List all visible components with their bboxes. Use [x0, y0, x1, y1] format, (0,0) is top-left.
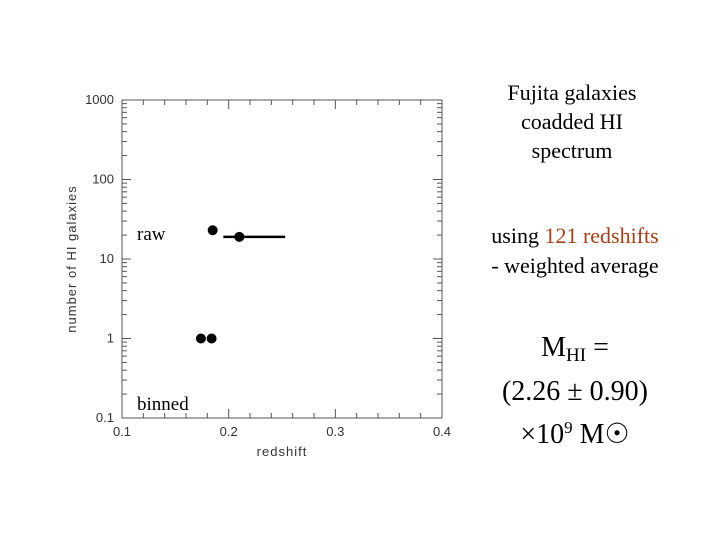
method-line-2: - weighted average: [491, 253, 659, 278]
x-axis-label: redshift: [257, 444, 308, 459]
mass-value: (2.26 ± 0.90): [501, 376, 648, 407]
method-highlight: 121 redshifts: [544, 223, 659, 248]
method-line-1: using 121 redshifts: [470, 221, 680, 251]
mass-times: ×10: [520, 419, 565, 450]
method-prefix: using: [491, 223, 545, 248]
mass-equals: =: [586, 332, 609, 363]
series-label-raw: raw: [137, 224, 166, 245]
method-note: using 121 redshifts - weighted average: [470, 221, 680, 281]
y-tick-label: 10: [100, 251, 114, 266]
data-point-binned: [206, 333, 217, 344]
y-tick-label: 0.1: [96, 410, 114, 425]
axis-ticks: [121, 100, 443, 419]
mass-result: MHI = (2.26 ± 0.90) ×109 M☉: [470, 330, 680, 453]
series-label-binned: binned: [137, 394, 189, 415]
slide-title: Fujita galaxies coadded HI spectrum: [482, 78, 662, 165]
plot-frame: [121, 99, 443, 419]
data-point-raw: [207, 225, 218, 236]
y-tick-label: 1: [107, 331, 114, 346]
data-point-binned: [195, 333, 206, 344]
data-point-raw: [234, 231, 245, 242]
mass-line-3: ×109 M☉: [470, 410, 680, 453]
mass-symbol: M: [541, 332, 567, 363]
title-line: spectrum: [531, 138, 613, 163]
sun-symbol-icon: ☉: [604, 419, 630, 450]
mass-exponent: 9: [564, 418, 573, 437]
title-line: Fujita galaxies: [507, 80, 637, 105]
y-axis-label: number of HI galaxies: [64, 185, 79, 332]
mass-unit: M: [572, 419, 605, 450]
plot-area-frame: [121, 99, 443, 419]
x-tick-label: 0.2: [220, 424, 238, 439]
mass-line-1: MHI =: [470, 330, 680, 374]
x-tick-label: 0.3: [326, 424, 344, 439]
x-tick-label: 0.4: [433, 424, 451, 439]
x-tick-label: 0.1: [113, 424, 131, 439]
data-marks: [195, 225, 286, 344]
y-tick-label: 1000: [85, 92, 114, 107]
y-tick-label: 100: [92, 172, 114, 187]
tick-labels: 0.1 0.2 0.3 0.4 0.1 1 10 100 1000: [85, 92, 451, 439]
title-line: coadded HI: [520, 109, 623, 134]
mass-subscript: HI: [566, 345, 587, 366]
